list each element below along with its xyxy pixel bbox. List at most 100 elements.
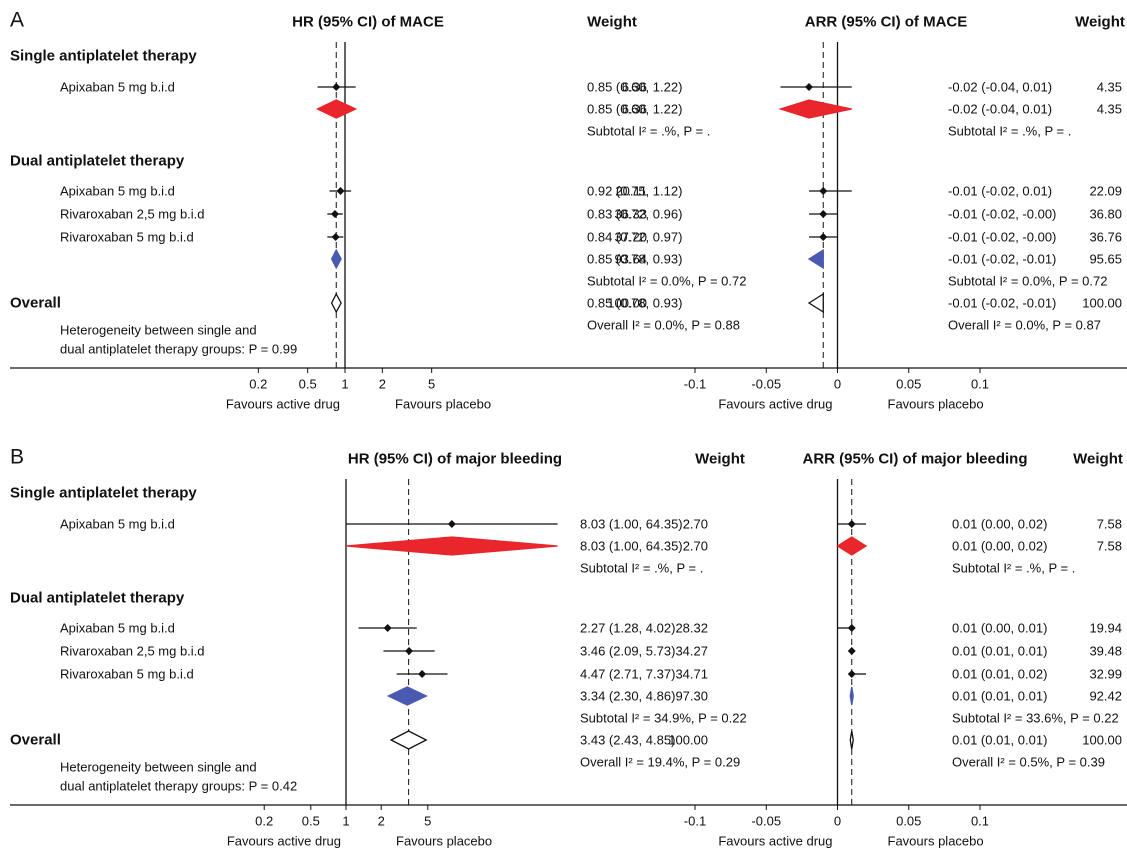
heterogeneity-stats: Subtotal I² = .%, P = . [948,124,1071,139]
subtotal-diamond [315,99,358,119]
favours-label: Favours active drug [227,834,341,849]
x-tick-label: 5 [428,377,435,392]
estimate-text: 3.34 (2.30, 4.86) [580,689,675,704]
favours-label: Favours active drug [226,397,340,412]
point-estimate [847,624,856,632]
column-title: ARR (95% CI) of MACE [805,14,968,31]
point-estimate [847,520,856,528]
weight-text: 36.33 [614,207,647,222]
x-tick-label: 0 [834,377,841,392]
subtotal-diamond [386,686,428,706]
x-tick-label: -0.05 [751,377,781,392]
subtotal-diamond [836,536,868,556]
panel-label: A [10,9,24,32]
point-estimate [805,83,813,91]
estimate-text: -0.02 (-0.04, 0.01) [948,80,1052,95]
x-tick-label: 2 [378,814,385,829]
overall-diamond [849,730,854,750]
estimate-text: 0.01 (0.01, 0.01) [952,644,1047,659]
heterogeneity-stats: Overall I² = 19.4%, P = 0.29 [580,755,740,770]
study-label: Rivaroxaban 5 mg b.i.d [60,230,194,245]
study-label: Apixaban 5 mg b.i.d [60,517,175,532]
estimate-text: 3.43 (2.43, 4.85) [580,733,675,748]
heterogeneity-note: Heterogeneity between single and [60,760,257,775]
heterogeneity-stats: Subtotal I² = .%, P = . [587,124,710,139]
point-estimate [819,187,828,195]
heterogeneity-stats: Subtotal I² = .%, P = . [580,561,703,576]
favours-label: Favours placebo [396,834,492,849]
point-estimate [332,83,341,91]
study-label: Rivaroxaban 5 mg b.i.d [60,667,194,682]
point-estimate [418,670,427,678]
estimate-text: 0.85 (0.78, 0.93) [587,296,682,311]
group-header: Single antiplatelet therapy [10,48,197,65]
heterogeneity-stats: Subtotal I² = 34.9%, P = 0.22 [580,711,747,726]
subtotal-diamond [778,99,852,119]
weight-text: 100.00 [607,296,647,311]
subtotal-diamond [345,536,558,556]
weight-text: 4.35 [1097,102,1122,117]
weight-text: 93.64 [614,252,647,267]
heterogeneity-stats: Subtotal I² = 0.0%, P = 0.72 [948,274,1107,289]
x-tick-label: 0.5 [302,814,320,829]
estimate-text: -0.01 (-0.02, -0.01) [948,252,1056,267]
weight-title: Weight [1073,451,1123,468]
estimate-text: 0.01 (0.00, 0.02) [952,517,1047,532]
point-estimate [405,647,414,655]
estimate-text: 0.01 (0.01, 0.01) [952,689,1047,704]
x-tick-label: 0.2 [249,377,267,392]
estimate-text: 0.84 (0.72, 0.97) [587,230,682,245]
group-header: Single antiplatelet therapy [10,485,197,502]
x-tick-label: -0.1 [684,377,706,392]
point-estimate [819,210,828,218]
x-tick-label: -0.1 [684,814,706,829]
study-label: Rivaroxaban 2,5 mg b.i.d [60,644,205,659]
weight-text: 36.80 [1089,207,1122,222]
point-estimate [331,233,340,241]
weight-text: 34.27 [675,644,708,659]
x-tick-label: 2 [379,377,386,392]
study-label: Apixaban 5 mg b.i.d [60,621,175,636]
heterogeneity-stats: Subtotal I² = .%, P = . [952,561,1075,576]
estimate-text: 0.92 (0.75, 1.12) [587,184,682,199]
weight-text: 7.58 [1097,517,1122,532]
x-tick-label: 0.05 [896,377,921,392]
weight-text: 20.11 [615,184,647,199]
weight-title: Weight [695,451,745,468]
heterogeneity-note: Heterogeneity between single and [60,323,257,338]
estimate-text: 0.01 (0.00, 0.02) [952,539,1047,554]
overall-diamond [330,292,342,314]
weight-text: 2.70 [683,517,708,532]
point-estimate [330,210,339,218]
estimate-text: 0.01 (0.01, 0.01) [952,733,1047,748]
weight-text: 32.99 [1089,667,1122,682]
weight-text: 36.76 [1089,230,1122,245]
subtotal-diamond [330,248,342,270]
panel-label: B [10,446,24,469]
weight-text: 19.94 [1089,621,1122,636]
x-tick-label: -0.05 [751,814,781,829]
weight-text: 92.42 [1089,689,1122,704]
weight-text: 28.32 [675,621,708,636]
weight-text: 100.00 [1082,296,1122,311]
estimate-text: 0.85 (0.78, 0.93) [587,252,682,267]
heterogeneity-stats: Overall I² = 0.0%, P = 0.88 [587,318,740,333]
subtotal-diamond [807,248,824,270]
favours-label: Favours placebo [888,834,984,849]
weight-title: Weight [587,14,637,31]
weight-text: 34.71 [675,667,708,682]
point-estimate [847,670,856,678]
weight-text: 100.00 [668,733,708,748]
favours-label: Favours active drug [718,834,832,849]
weight-text: 4.35 [1097,80,1122,95]
estimate-text: 8.03 (1.00, 64.35) [580,517,683,532]
overall-label: Overall [10,732,61,749]
weight-text: 95.65 [1089,252,1122,267]
point-estimate [383,624,392,632]
estimate-text: 0.01 (0.01, 0.02) [952,667,1047,682]
point-estimate [447,520,456,528]
estimate-text: -0.01 (-0.02, -0.00) [948,207,1056,222]
overall-diamond [807,292,824,314]
weight-text: 97.30 [675,689,708,704]
